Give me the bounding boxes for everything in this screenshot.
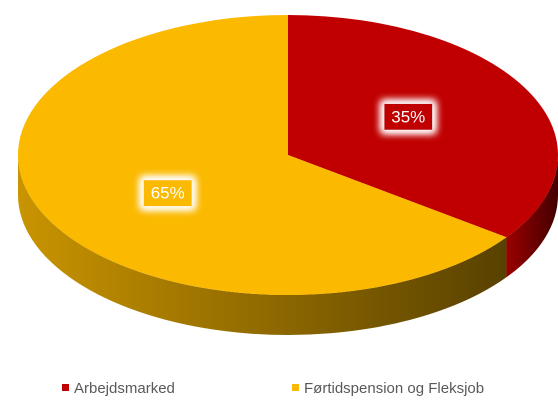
legend-label: Førtidspension og Fleksjob xyxy=(304,380,484,397)
data-label-group: 35% xyxy=(384,103,433,130)
data-label: 35% xyxy=(391,107,425,126)
legend-swatch xyxy=(292,384,299,391)
legend-label: Arbejdsmarked xyxy=(74,380,175,397)
slice-side xyxy=(506,155,558,278)
data-label-box xyxy=(143,180,192,207)
slice-side xyxy=(18,155,507,335)
data-label: 65% xyxy=(151,184,185,203)
slice xyxy=(17,15,507,295)
legend-swatch xyxy=(62,384,69,391)
data-label-group: 65% xyxy=(143,180,192,207)
data-label-box xyxy=(384,103,433,130)
